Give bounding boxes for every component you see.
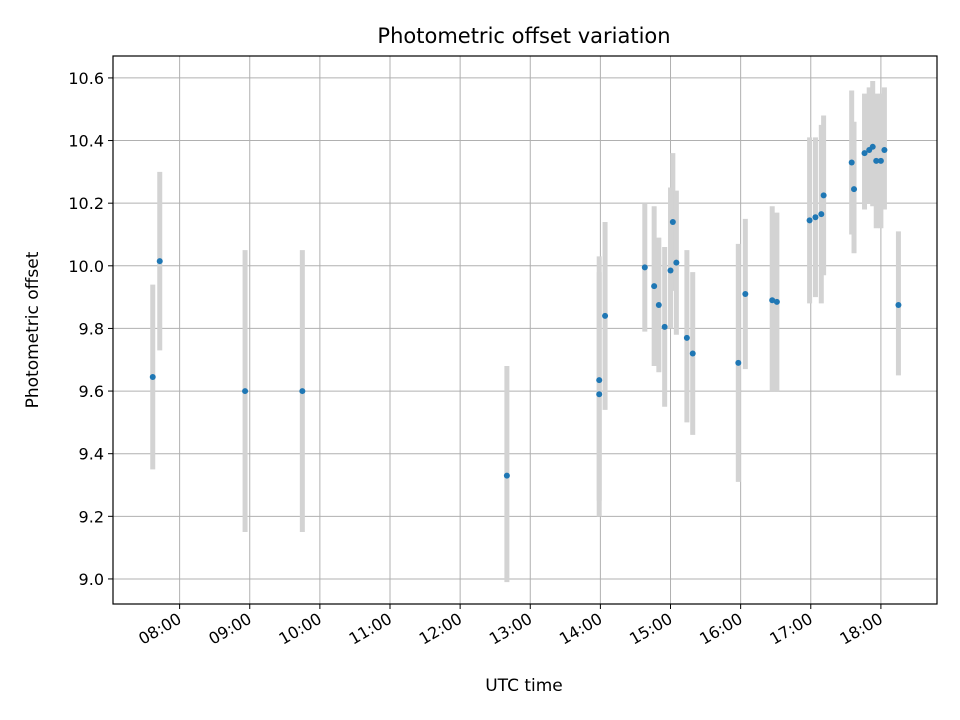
data-point	[655, 301, 662, 308]
data-point	[735, 359, 742, 366]
x-tick-label: 13:00	[486, 609, 535, 649]
data-point	[669, 218, 676, 225]
data-point	[818, 211, 825, 218]
y-tick-label: 10.4	[68, 132, 104, 151]
data-point	[806, 217, 813, 224]
data-point	[861, 150, 868, 157]
x-axis-title: UTC time	[485, 676, 563, 696]
data-point	[156, 258, 163, 265]
y-tick-label: 9.8	[79, 319, 104, 338]
y-tick-label: 10.0	[68, 257, 104, 276]
x-tick-label: 08:00	[135, 609, 184, 649]
x-tick-label: 14:00	[556, 609, 605, 649]
data-point	[820, 192, 827, 199]
x-tick-label: 16:00	[696, 609, 745, 649]
data-point	[596, 377, 603, 384]
data-point	[877, 157, 884, 164]
error-bars	[150, 81, 901, 583]
y-tick-label: 10.2	[68, 194, 104, 213]
data-point	[503, 472, 510, 479]
y-axis: 9.0 9.2 9.4 9.6 9.8 10.0 10.2 10.4 10.6	[68, 69, 113, 589]
x-tick-label: 12:00	[416, 609, 465, 649]
plot-frame	[112, 55, 938, 605]
data-point	[596, 391, 603, 398]
data-point	[242, 388, 249, 395]
data-point	[651, 283, 658, 290]
x-axis: 08:00 09:00 10:00 11:00 12:00 13:00 14:00 15:00…	[135, 604, 886, 649]
x-tick-label: 10:00	[275, 609, 324, 649]
data-point	[873, 157, 880, 164]
data-point	[667, 267, 674, 274]
data-point	[742, 290, 749, 297]
data-point	[881, 146, 888, 153]
y-tick-label: 9.6	[79, 382, 104, 401]
x-tick-label: 09:00	[205, 609, 254, 649]
x-tick-label: 17:00	[766, 609, 815, 649]
data-point	[673, 259, 680, 266]
x-tick-label: 15:00	[626, 609, 675, 649]
data-point	[769, 297, 776, 304]
data-point	[851, 186, 858, 193]
y-tick-label: 10.6	[68, 69, 104, 88]
data-point	[812, 214, 819, 221]
y-tick-label: 9.2	[79, 507, 104, 526]
data-point	[641, 264, 648, 271]
x-tick-label: 18:00	[836, 609, 885, 649]
data-points	[149, 143, 902, 479]
y-tick-label: 9.0	[79, 570, 104, 589]
data-point	[683, 334, 690, 341]
data-point	[602, 312, 609, 319]
data-point	[149, 373, 156, 380]
chart-title: Photometric offset variation	[377, 24, 670, 48]
y-axis-title: Photometric offset	[23, 251, 43, 408]
data-point	[895, 301, 902, 308]
data-point	[299, 388, 306, 395]
data-point	[661, 323, 668, 330]
data-point	[689, 350, 696, 357]
x-tick-label: 11:00	[346, 609, 395, 649]
data-point	[773, 298, 780, 305]
y-tick-label: 9.4	[79, 445, 104, 464]
data-point	[869, 143, 876, 150]
data-point	[848, 159, 855, 166]
